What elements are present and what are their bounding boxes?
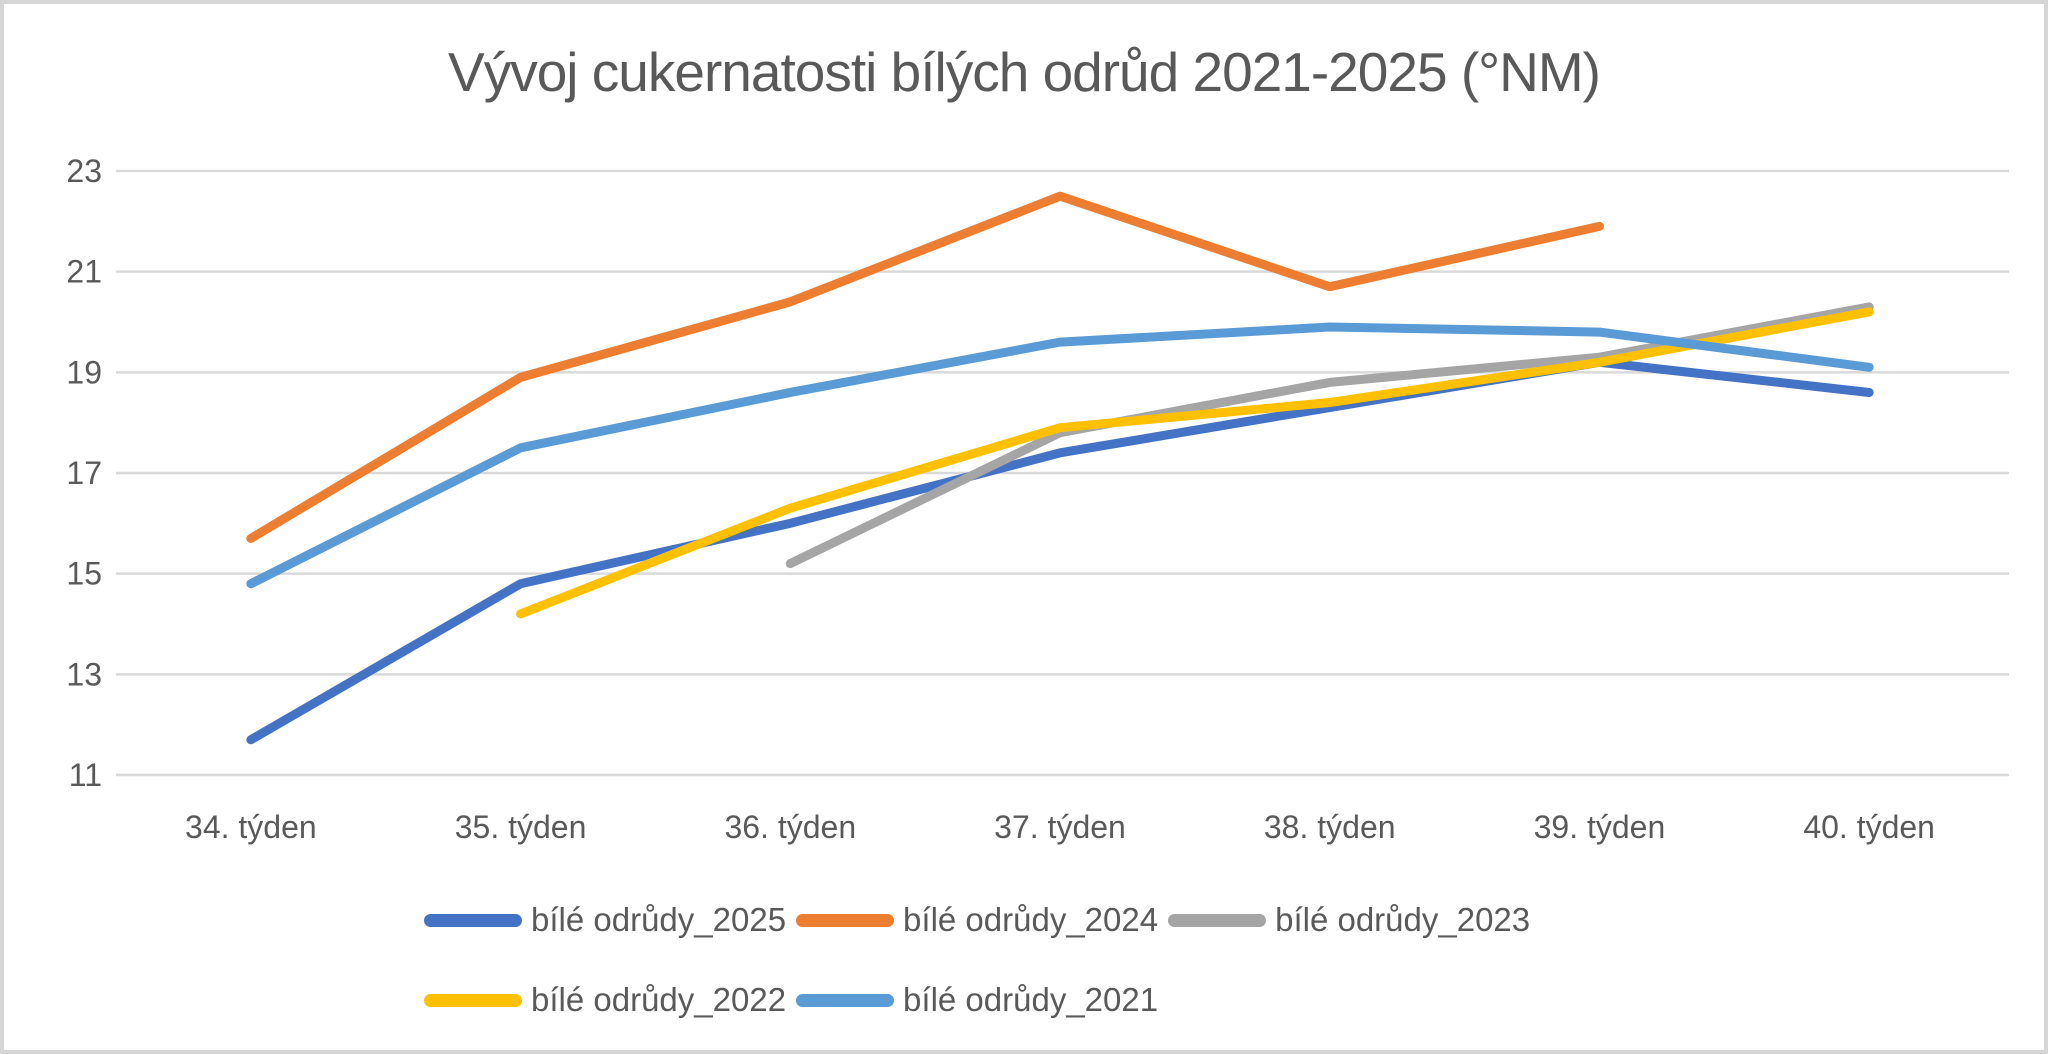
legend-marker-b-l-odr-dy-2024 bbox=[796, 913, 895, 927]
legend-item-b-l-odr-dy-2022: bílé odrůdy_2022 bbox=[424, 981, 786, 1019]
legend-row: bílé odrůdy_2025 bílé odrůdy_2024 bílé odr… bbox=[424, 897, 1540, 943]
series-line-b-l-odr-dy-2022 bbox=[516, 307, 1874, 619]
legend-marker-b-l-odr-dy-2021 bbox=[796, 993, 895, 1007]
legend-label: bílé odrůdy_2021 bbox=[903, 981, 1159, 1018]
y-tick-label: 13 bbox=[66, 656, 102, 692]
series-line-b-l-odr-dy-2025 bbox=[246, 357, 1874, 745]
y-tick-label: 21 bbox=[66, 254, 102, 290]
x-tick-label: 40. týden bbox=[1803, 809, 1935, 845]
chart-legend: bílé odrůdy_2025 bílé odrůdy_2024 bílé odr… bbox=[424, 897, 1540, 1023]
legend-item-b-l-odr-dy-2021: bílé odrůdy_2021 bbox=[796, 981, 1158, 1019]
x-tick-label: 34. týden bbox=[185, 809, 317, 845]
x-tick-label: 39. týden bbox=[1534, 809, 1666, 845]
legend-item-b-l-odr-dy-2025: bílé odrůdy_2025 bbox=[424, 901, 786, 939]
series-line-b-l-odr-dy-2024 bbox=[246, 191, 1604, 543]
y-axis-labels: 23 21 19 17 15 13 11 bbox=[66, 153, 102, 793]
legend-label: bílé odrůdy_2024 bbox=[903, 901, 1159, 938]
legend-row: bílé odrůdy_2022 bílé odrůdy_2021 bbox=[424, 977, 1540, 1023]
x-tick-label: 36. týden bbox=[724, 809, 856, 845]
y-tick-label: 11 bbox=[69, 757, 102, 793]
legend-label: bílé odrůdy_2025 bbox=[531, 901, 787, 938]
x-tick-label: 38. týden bbox=[1264, 809, 1396, 845]
x-tick-label: 37. týden bbox=[994, 809, 1126, 845]
legend-item-b-l-odr-dy-2023: bílé odrůdy_2023 bbox=[1168, 901, 1530, 939]
legend-marker-b-l-odr-dy-2022 bbox=[424, 993, 522, 1007]
x-tick-label: 35. týden bbox=[455, 809, 587, 845]
y-tick-label: 23 bbox=[66, 153, 102, 189]
series-line-b-l-odr-dy-2021 bbox=[246, 322, 1874, 589]
legend-marker-b-l-odr-dy-2025 bbox=[424, 913, 522, 927]
plot-area: 23 21 19 17 15 13 11 34. týden 35. týden 36. týde… bbox=[66, 153, 2009, 845]
y-tick-label: 19 bbox=[66, 354, 102, 390]
gridlines bbox=[116, 169, 2009, 777]
legend-label: bílé odrůdy_2023 bbox=[1275, 901, 1531, 938]
y-tick-label: 17 bbox=[66, 455, 102, 491]
legend-label: bílé odrůdy_2022 bbox=[531, 981, 787, 1018]
legend-marker-b-l-odr-dy-2023 bbox=[1168, 913, 1267, 927]
chart-title: Vývoj cukernatosti bílých odrůd 2021-202… bbox=[448, 41, 1601, 103]
y-tick-label: 15 bbox=[66, 556, 102, 592]
x-axis-labels: 34. týden 35. týden 36. týden 37. týden 38. … bbox=[185, 809, 1935, 845]
legend-item-b-l-odr-dy-2024: bílé odrůdy_2024 bbox=[796, 901, 1158, 939]
